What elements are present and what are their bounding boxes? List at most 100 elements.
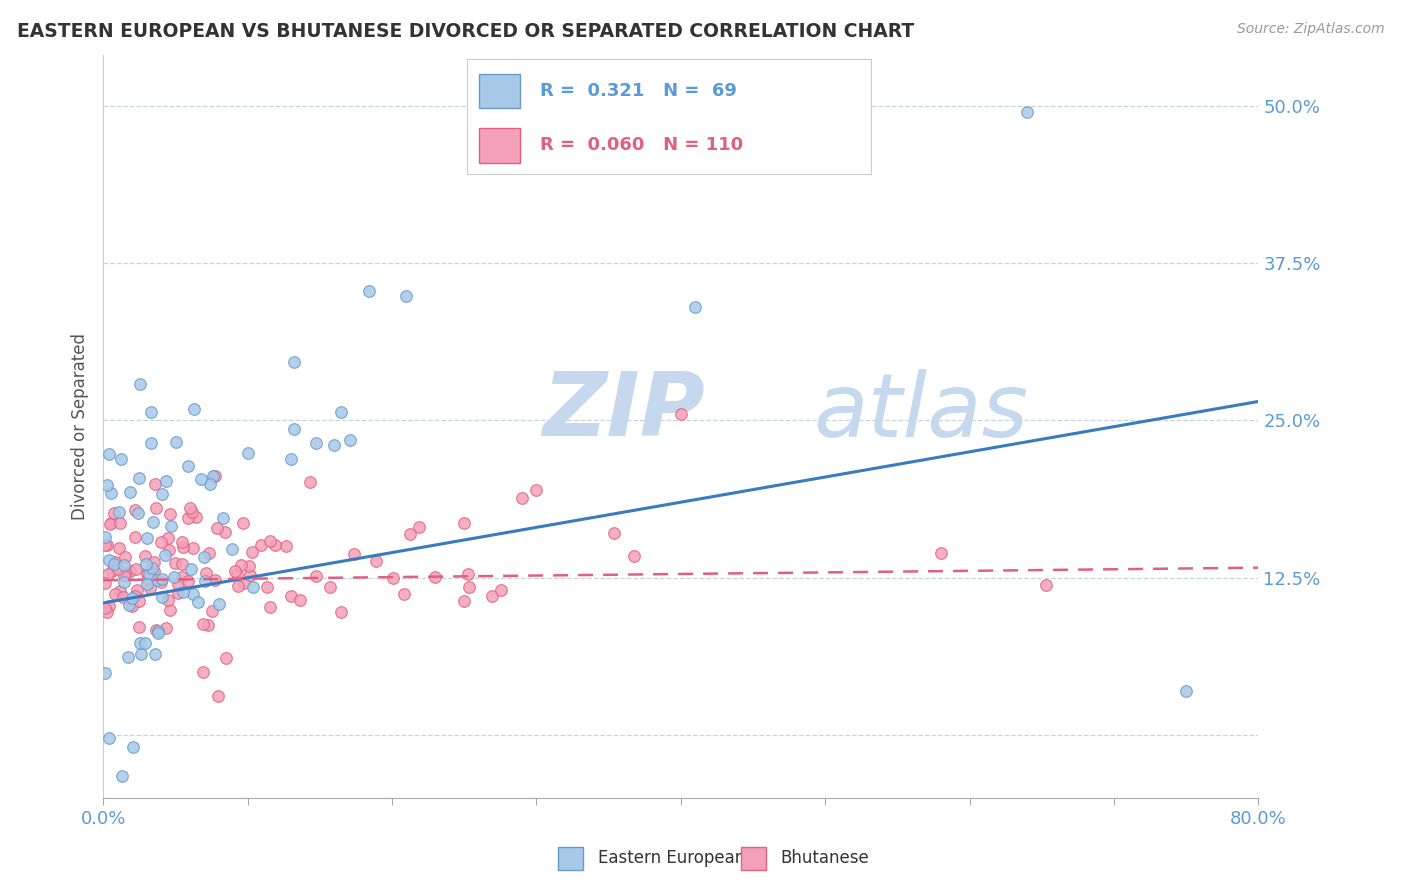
Point xyxy=(97,599,120,614)
Point xyxy=(96,538,118,552)
Point xyxy=(97,731,120,745)
Point xyxy=(190,472,212,486)
Point xyxy=(233,575,256,590)
Point xyxy=(228,579,250,593)
Point xyxy=(524,483,547,497)
Point xyxy=(150,487,173,501)
Point xyxy=(510,491,533,505)
Point xyxy=(207,521,229,535)
Point xyxy=(283,355,305,369)
Point xyxy=(145,477,167,491)
Point xyxy=(298,475,321,489)
Point xyxy=(395,289,418,303)
Point xyxy=(98,517,121,532)
Point xyxy=(239,567,262,582)
Point xyxy=(215,650,238,665)
Point xyxy=(183,401,205,416)
Point xyxy=(221,542,243,557)
Point xyxy=(98,447,121,461)
Point xyxy=(121,599,143,614)
Point xyxy=(329,605,352,619)
Point xyxy=(408,520,430,534)
Point xyxy=(238,559,260,574)
Point xyxy=(458,580,481,594)
Point xyxy=(118,598,141,612)
Point xyxy=(118,564,141,578)
Point xyxy=(145,501,167,516)
Point xyxy=(96,605,118,619)
Point xyxy=(122,739,145,754)
Point xyxy=(183,587,205,601)
Point xyxy=(453,516,475,530)
Point xyxy=(259,533,281,548)
Point xyxy=(288,593,311,607)
Point xyxy=(172,534,194,549)
Point xyxy=(242,580,264,594)
Point xyxy=(124,530,146,544)
Point xyxy=(136,566,159,581)
Point xyxy=(100,485,122,500)
Point xyxy=(180,562,202,576)
Point xyxy=(224,564,246,578)
Point xyxy=(117,650,139,665)
Point xyxy=(197,617,219,632)
Point xyxy=(108,506,131,520)
Point xyxy=(96,478,118,492)
Point xyxy=(128,471,150,485)
Point xyxy=(155,621,177,635)
Point xyxy=(145,624,167,638)
Point xyxy=(108,541,131,555)
Point xyxy=(108,516,131,531)
Point xyxy=(110,451,132,466)
Point xyxy=(170,557,193,571)
Point xyxy=(339,433,361,447)
Point xyxy=(184,509,207,524)
Point xyxy=(187,595,209,609)
Point xyxy=(236,446,259,460)
Point xyxy=(398,526,420,541)
Point xyxy=(283,422,305,436)
Point xyxy=(127,582,149,597)
Point xyxy=(142,555,165,569)
Point xyxy=(143,564,166,578)
Point xyxy=(114,549,136,564)
Point xyxy=(110,583,132,598)
Point xyxy=(250,538,273,552)
Point xyxy=(202,469,225,483)
Point xyxy=(1175,684,1198,698)
Point xyxy=(204,573,226,587)
Point xyxy=(120,484,142,499)
Point xyxy=(259,599,281,614)
Point xyxy=(111,769,134,783)
Text: Bhutanese: Bhutanese xyxy=(780,849,869,867)
Point xyxy=(172,540,194,554)
Point xyxy=(155,474,177,488)
Point xyxy=(214,525,236,540)
Point xyxy=(157,542,180,557)
Point xyxy=(128,620,150,634)
Point xyxy=(129,376,152,391)
Point xyxy=(143,647,166,661)
Point xyxy=(142,515,165,529)
Point xyxy=(669,407,692,421)
Point xyxy=(183,541,205,555)
Point xyxy=(1035,578,1057,592)
Point xyxy=(149,534,172,549)
Point xyxy=(138,572,160,586)
Point xyxy=(177,511,200,525)
Point xyxy=(112,558,135,573)
Point xyxy=(159,507,181,521)
Point xyxy=(264,538,287,552)
Point xyxy=(141,561,163,575)
Point xyxy=(114,566,136,581)
Point xyxy=(382,571,405,585)
Point xyxy=(198,546,221,560)
Point xyxy=(139,405,162,419)
Text: ZIP: ZIP xyxy=(543,368,704,455)
Point xyxy=(100,516,122,530)
Point xyxy=(112,574,135,589)
Point xyxy=(191,616,214,631)
Point xyxy=(124,502,146,516)
Point xyxy=(146,626,169,640)
Point xyxy=(683,300,706,314)
